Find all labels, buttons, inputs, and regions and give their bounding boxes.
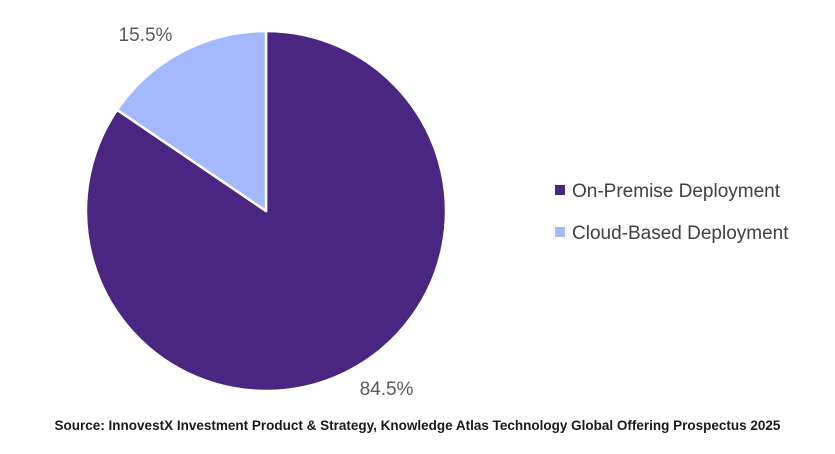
pie-slices xyxy=(84,29,448,393)
chart-legend: On-Premise Deployment Cloud-Based Deploym… xyxy=(555,181,789,244)
legend-swatch-cloud-based-deployment xyxy=(555,227,565,237)
pie-data-labels: 84.5% 15.5% xyxy=(119,25,414,400)
legend-label-on-premise-deployment: On-Premise Deployment xyxy=(572,181,781,202)
legend-label-cloud-based-deployment: Cloud-Based Deployment xyxy=(572,223,789,244)
source-note: Source: InnovestX Investment Product & S… xyxy=(54,418,781,433)
data-label-on-premise-deployment: 84.5% xyxy=(360,379,414,400)
pie-slice-cloud-based-deployment xyxy=(115,29,268,213)
legend-swatch-on-premise-deployment xyxy=(555,185,565,195)
data-label-cloud-based-deployment: 15.5% xyxy=(119,25,173,46)
